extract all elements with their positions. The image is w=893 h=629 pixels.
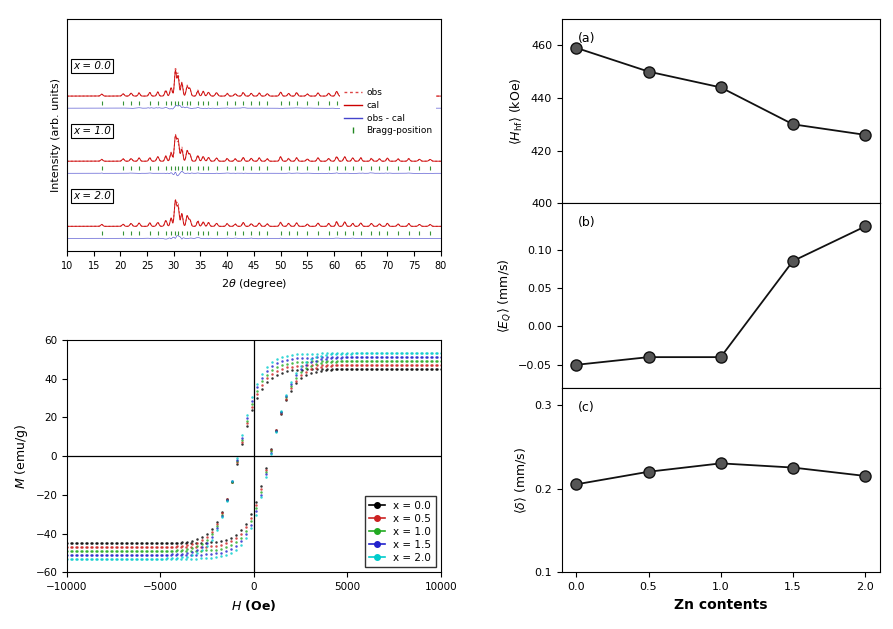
Text: (b): (b): [578, 216, 596, 230]
Text: x = 2.0: x = 2.0: [73, 191, 112, 201]
Y-axis label: $M$ (emu/g): $M$ (emu/g): [13, 423, 29, 489]
Y-axis label: Intensity (arb. units): Intensity (arb. units): [52, 78, 62, 192]
Y-axis label: $\langle H_{\mathrm{hf}} \rangle$ (kOe): $\langle H_{\mathrm{hf}} \rangle$ (kOe): [509, 77, 525, 145]
X-axis label: $H$ (Oe): $H$ (Oe): [231, 598, 277, 613]
Y-axis label: $\langle \delta \rangle$ (mm/s): $\langle \delta \rangle$ (mm/s): [513, 447, 529, 514]
X-axis label: $2\theta$ (degree): $2\theta$ (degree): [221, 277, 288, 291]
Legend: obs, cal, obs - cal, Bragg-position: obs, cal, obs - cal, Bragg-position: [340, 85, 437, 139]
Text: x = 1.0: x = 1.0: [73, 126, 112, 136]
X-axis label: Zn contents: Zn contents: [674, 598, 767, 611]
Text: (c): (c): [578, 401, 595, 414]
Text: (a): (a): [578, 32, 596, 45]
Text: x = 0.0: x = 0.0: [73, 61, 112, 71]
Legend: x = 0.0, x = 0.5, x = 1.0, x = 1.5, x = 2.0: x = 0.0, x = 0.5, x = 1.0, x = 1.5, x = …: [365, 496, 436, 567]
Y-axis label: $\langle E_{Q} \rangle$ (mm/s): $\langle E_{Q} \rangle$ (mm/s): [496, 259, 513, 333]
